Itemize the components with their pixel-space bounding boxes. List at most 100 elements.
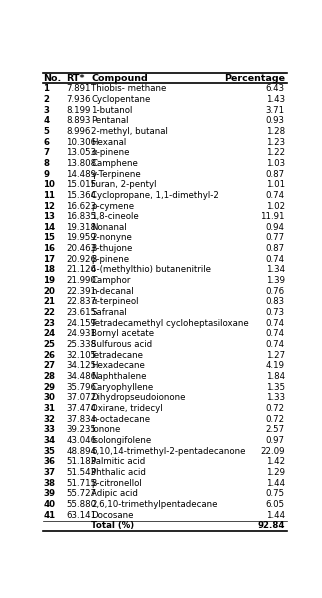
Text: 0.76: 0.76 bbox=[266, 287, 285, 296]
Text: Dihydropseudoionone: Dihydropseudoionone bbox=[91, 393, 186, 402]
Text: Safranal: Safranal bbox=[91, 308, 127, 317]
Text: 8: 8 bbox=[43, 159, 49, 168]
Text: 36: 36 bbox=[43, 457, 55, 466]
Text: β-thujone: β-thujone bbox=[91, 244, 133, 253]
Text: 10: 10 bbox=[43, 180, 55, 189]
Text: 28: 28 bbox=[43, 372, 55, 381]
Text: 30: 30 bbox=[43, 393, 55, 402]
Text: β-pinene: β-pinene bbox=[91, 255, 129, 264]
Text: 24.159: 24.159 bbox=[66, 319, 97, 328]
Text: 41: 41 bbox=[43, 511, 55, 520]
Text: 2.57: 2.57 bbox=[266, 425, 285, 435]
Text: 16.623: 16.623 bbox=[66, 202, 97, 210]
Text: 17: 17 bbox=[43, 255, 55, 264]
Text: 13.053: 13.053 bbox=[66, 148, 97, 157]
Text: 8.893: 8.893 bbox=[66, 116, 91, 125]
Text: 0.74: 0.74 bbox=[266, 255, 285, 264]
Text: 4: 4 bbox=[43, 116, 49, 125]
Text: 1.44: 1.44 bbox=[266, 511, 285, 520]
Text: 19.318: 19.318 bbox=[66, 223, 97, 232]
Text: 1.02: 1.02 bbox=[266, 202, 285, 210]
Text: No.: No. bbox=[43, 74, 62, 83]
Text: 1.03: 1.03 bbox=[266, 159, 285, 168]
Text: 18: 18 bbox=[43, 266, 55, 274]
Text: 55.880: 55.880 bbox=[66, 500, 97, 509]
Text: 24: 24 bbox=[43, 329, 55, 338]
Text: 32.105: 32.105 bbox=[66, 351, 97, 360]
Text: 21.126: 21.126 bbox=[66, 266, 97, 274]
Text: 1.29: 1.29 bbox=[266, 468, 285, 477]
Text: 15.015: 15.015 bbox=[66, 180, 97, 189]
Text: 37.834: 37.834 bbox=[66, 415, 97, 424]
Text: 19.959: 19.959 bbox=[66, 233, 96, 243]
Text: 6.05: 6.05 bbox=[266, 500, 285, 509]
Text: 7: 7 bbox=[43, 148, 49, 157]
Text: 20: 20 bbox=[43, 287, 55, 296]
Text: 0.83: 0.83 bbox=[266, 297, 285, 307]
Text: 55.727: 55.727 bbox=[66, 490, 97, 499]
Text: 21.990: 21.990 bbox=[66, 276, 96, 285]
Text: 22.837: 22.837 bbox=[66, 297, 97, 307]
Text: 31: 31 bbox=[43, 404, 55, 413]
Text: 0.77: 0.77 bbox=[266, 233, 285, 243]
Text: Docosane: Docosane bbox=[91, 511, 134, 520]
Text: 23.615: 23.615 bbox=[66, 308, 97, 317]
Text: 51.543: 51.543 bbox=[66, 468, 97, 477]
Text: 2-methyl, butanal: 2-methyl, butanal bbox=[91, 127, 168, 136]
Text: 39.235: 39.235 bbox=[66, 425, 97, 435]
Text: 3.71: 3.71 bbox=[266, 105, 285, 114]
Text: 29: 29 bbox=[43, 383, 55, 392]
Text: Cyclopentane: Cyclopentane bbox=[91, 95, 151, 104]
Text: 5: 5 bbox=[43, 127, 49, 136]
Text: 15.364: 15.364 bbox=[66, 191, 97, 200]
Text: 13.808: 13.808 bbox=[66, 159, 97, 168]
Text: 8.996: 8.996 bbox=[66, 127, 91, 136]
Text: 1,8-cineole: 1,8-cineole bbox=[91, 212, 139, 221]
Text: Nonanal: Nonanal bbox=[91, 223, 127, 232]
Text: 10.306: 10.306 bbox=[66, 138, 97, 147]
Text: Oxirane, tridecyl: Oxirane, tridecyl bbox=[91, 404, 163, 413]
Text: Palmitic acid: Palmitic acid bbox=[91, 457, 146, 466]
Text: 0.75: 0.75 bbox=[266, 490, 285, 499]
Text: 1.84: 1.84 bbox=[266, 372, 285, 381]
Text: Sulfurous acid: Sulfurous acid bbox=[91, 340, 153, 349]
Text: 48.894: 48.894 bbox=[66, 447, 97, 456]
Text: 39: 39 bbox=[43, 490, 55, 499]
Text: 37.072: 37.072 bbox=[66, 393, 97, 402]
Text: 33: 33 bbox=[43, 425, 55, 435]
Text: 1.43: 1.43 bbox=[266, 95, 285, 104]
Text: 23: 23 bbox=[43, 319, 55, 328]
Text: γ-Terpinene: γ-Terpinene bbox=[91, 169, 141, 179]
Text: 21: 21 bbox=[43, 297, 55, 307]
Text: 14.489: 14.489 bbox=[66, 169, 97, 179]
Text: 43.046: 43.046 bbox=[66, 436, 97, 445]
Text: Ionone: Ionone bbox=[91, 425, 121, 435]
Text: 34.125: 34.125 bbox=[66, 361, 97, 371]
Text: 9: 9 bbox=[43, 169, 49, 179]
Text: 0.97: 0.97 bbox=[266, 436, 285, 445]
Text: 16: 16 bbox=[43, 244, 55, 253]
Text: 6.43: 6.43 bbox=[266, 84, 285, 93]
Text: 37.474: 37.474 bbox=[66, 404, 97, 413]
Text: 12: 12 bbox=[43, 202, 55, 210]
Text: 51.183: 51.183 bbox=[66, 457, 97, 466]
Text: Phthalic acid: Phthalic acid bbox=[91, 468, 146, 477]
Text: 8.199: 8.199 bbox=[66, 105, 91, 114]
Text: Isolongifolene: Isolongifolene bbox=[91, 436, 152, 445]
Text: 22.09: 22.09 bbox=[260, 447, 285, 456]
Text: 20.463: 20.463 bbox=[66, 244, 97, 253]
Text: 35: 35 bbox=[43, 447, 55, 456]
Text: Cyclopropane, 1,1-dimethyl-2: Cyclopropane, 1,1-dimethyl-2 bbox=[91, 191, 219, 200]
Text: Bornyl acetate: Bornyl acetate bbox=[91, 329, 155, 338]
Text: 6: 6 bbox=[43, 138, 49, 147]
Text: 63.141: 63.141 bbox=[66, 511, 97, 520]
Text: Camphene: Camphene bbox=[91, 159, 138, 168]
Text: 15: 15 bbox=[43, 233, 55, 243]
Text: 4-(methylthio) butanenitrile: 4-(methylthio) butanenitrile bbox=[91, 266, 212, 274]
Text: 1.01: 1.01 bbox=[266, 180, 285, 189]
Text: 0.74: 0.74 bbox=[266, 329, 285, 338]
Text: 1.23: 1.23 bbox=[266, 138, 285, 147]
Text: 1.33: 1.33 bbox=[266, 393, 285, 402]
Text: 19: 19 bbox=[43, 276, 55, 285]
Text: 3: 3 bbox=[43, 105, 49, 114]
